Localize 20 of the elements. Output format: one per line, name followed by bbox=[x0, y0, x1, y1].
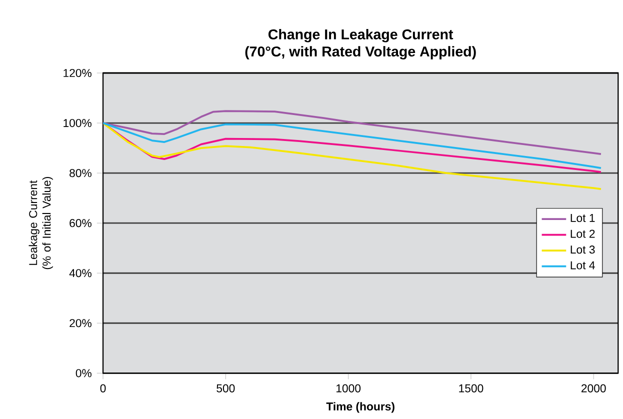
y-tick-label: 20% bbox=[70, 319, 92, 328]
y-axis-title: Leakage Current (% of Initial Value) bbox=[28, 177, 53, 270]
chart-title: Change In Leakage Current bbox=[268, 28, 454, 42]
y-tick-label: 80% bbox=[70, 169, 92, 178]
y-tick-label: 40% bbox=[69, 269, 92, 278]
x-axis-title: Time (hours) bbox=[326, 402, 394, 413]
x-tick-label: 2000 bbox=[582, 384, 606, 392]
legend-label: Lot 3 bbox=[570, 246, 595, 254]
y-tick-label: 120% bbox=[64, 68, 92, 78]
y-tick-label: 100% bbox=[64, 119, 92, 128]
legend-label: Lot 2 bbox=[570, 230, 595, 238]
legend-label: Lot 4 bbox=[570, 261, 595, 270]
y-tick-label: 60% bbox=[70, 219, 92, 228]
x-tick-label: 1500 bbox=[459, 384, 484, 392]
legend-label: Lot 1 bbox=[570, 214, 595, 222]
x-tick-label: 1000 bbox=[336, 384, 361, 392]
x-tick-label: 0 bbox=[100, 384, 106, 392]
chart-subtitle: (70°C, with Rated Voltage Applied) bbox=[245, 46, 476, 60]
x-tick-label: 500 bbox=[216, 384, 235, 392]
y-tick-label: 0% bbox=[76, 369, 92, 378]
